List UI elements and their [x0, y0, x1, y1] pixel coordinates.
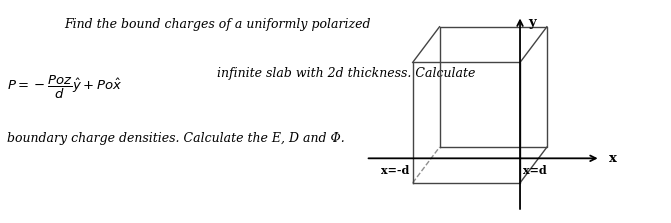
- Text: y: y: [528, 16, 536, 29]
- Text: x=d: x=d: [523, 165, 547, 176]
- Text: x=-d: x=-d: [381, 165, 409, 176]
- Text: infinite slab with 2d thickness. Calculate: infinite slab with 2d thickness. Calcula…: [205, 67, 475, 80]
- Text: x: x: [609, 152, 617, 165]
- Text: Find the bound charges of a uniformly polarized: Find the bound charges of a uniformly po…: [64, 18, 370, 31]
- Text: $\mathit{P} = -\dfrac{Poz}{d}\hat{y} + Po\hat{x}$: $\mathit{P} = -\dfrac{Poz}{d}\hat{y} + P…: [7, 74, 122, 101]
- Text: boundary charge densities. Calculate the E, D and Φ.: boundary charge densities. Calculate the…: [7, 132, 344, 145]
